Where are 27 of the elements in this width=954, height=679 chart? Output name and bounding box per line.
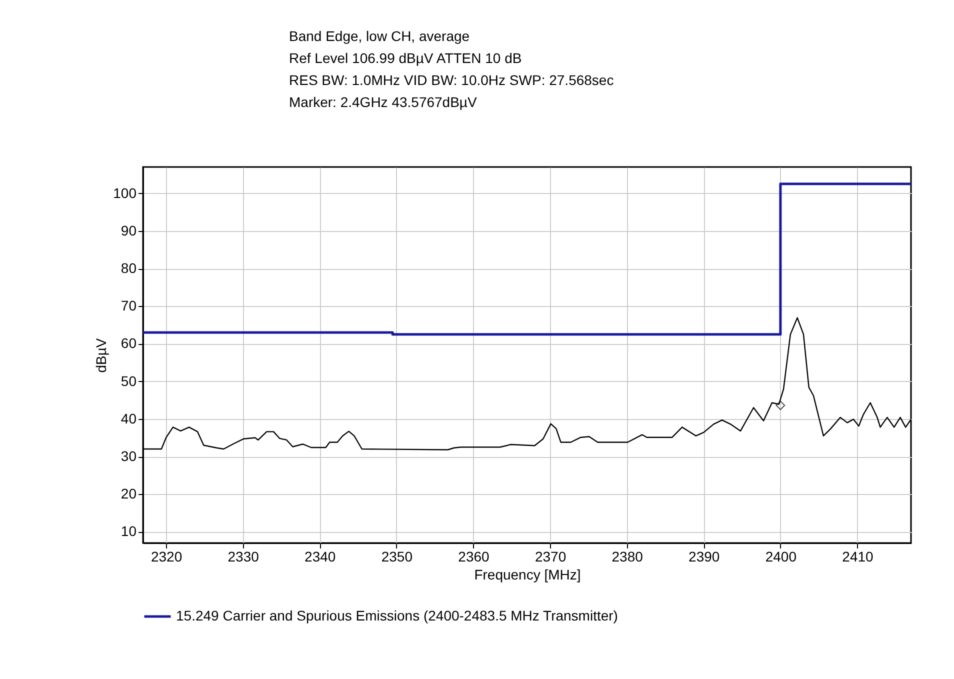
x-tick-label: 2410 (842, 548, 874, 564)
y-tick-label: 30 (120, 448, 137, 464)
text: Ref Level 106.99 dBµV ATTEN 10 dB (289, 50, 522, 66)
x-tick-label: 2360 (458, 548, 490, 564)
y-tick-label: 50 (120, 372, 137, 389)
x-tick-label: 2340 (304, 548, 336, 564)
text: RES BW: 1.0MHz VID BW: 10.0Hz SWP: 27.568sec (289, 72, 614, 88)
y-tick-label: 100 (113, 184, 137, 201)
x-tick-label: 2350 (381, 548, 413, 564)
text: Band Edge, low CH, average (289, 28, 470, 44)
y-tick-label: 60 (120, 335, 137, 352)
y-tick-label: 10 (120, 523, 137, 540)
y-tick-label: 70 (120, 298, 137, 314)
x-axis-title: Frequency [MHz] (474, 566, 581, 582)
y-axis-title: dBµV (93, 338, 110, 373)
y-tick-label: 90 (120, 222, 137, 238)
y-tick-label: 20 (120, 486, 137, 502)
text: Marker: 2.4GHz 43.5767dBµV (289, 94, 478, 110)
y-tick-label: 80 (120, 260, 137, 276)
x-tick-label: 2390 (688, 548, 720, 564)
x-tick-label: 2330 (228, 548, 260, 564)
x-tick-label: 2370 (534, 548, 566, 564)
x-tick-label: 2320 (150, 548, 182, 564)
x-tick-label: 2380 (612, 548, 644, 564)
x-tick-label: 2400 (765, 548, 797, 564)
legend-label: 15.249 Carrier and Spurious Emissions (2400-2483.5 MHz Transmitter) (176, 608, 618, 624)
y-tick-label: 40 (120, 410, 137, 426)
